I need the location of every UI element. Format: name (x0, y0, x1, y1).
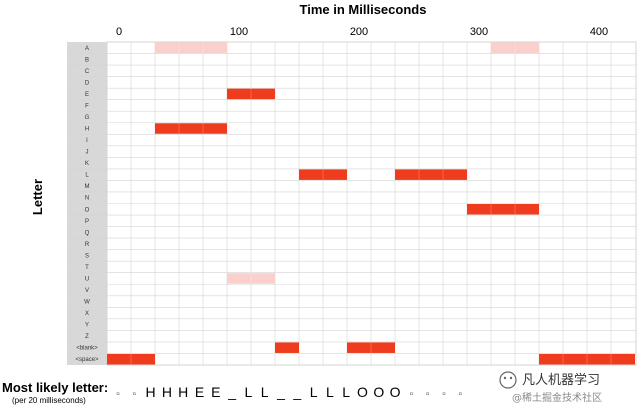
row-label: E (85, 92, 89, 98)
row-label: Z (85, 334, 89, 340)
heatmap-cell (227, 88, 275, 100)
heatmap-cell (299, 169, 347, 180)
row-label: Q (85, 230, 90, 236)
y-axis-label: Letter (30, 179, 45, 215)
sequence-letter: ▫ (426, 389, 430, 400)
row-label: Y (85, 323, 89, 329)
row-label: T (85, 265, 89, 271)
x-tick-label: 100 (230, 26, 248, 38)
sequence-letter: H (146, 384, 156, 400)
watermark-logo-dot (509, 376, 513, 380)
row-label: L (85, 173, 89, 179)
row-label: D (85, 80, 90, 86)
heatmap-cell (155, 123, 227, 134)
x-axis-ticks: 0 100 200 300 400 (116, 26, 608, 38)
heatmap-cell (227, 273, 275, 284)
row-label: N (85, 196, 89, 202)
sequence-letter: L (342, 384, 350, 400)
x-tick-label: 200 (350, 26, 368, 38)
heatmap-cell (275, 342, 299, 353)
watermark-logo-dot (503, 376, 507, 380)
heatmap-cells (107, 42, 635, 365)
row-label: G (85, 115, 90, 121)
sequence-letter: E (195, 384, 204, 400)
sequence-letter: ▫ (442, 389, 446, 400)
row-label: S (85, 253, 89, 259)
x-tick-label: 300 (470, 26, 488, 38)
sequence-letter: L (261, 384, 269, 400)
sequence-letter: H (178, 384, 188, 400)
most-likely-sublabel: (per 20 milliseconds) (12, 396, 86, 405)
heatmap-cell (107, 353, 155, 365)
row-label: <space> (75, 357, 99, 363)
sequence-letter: _ (292, 384, 301, 400)
watermark-logo-icon (499, 371, 517, 389)
sequence-letter: O (390, 384, 401, 400)
row-label: C (85, 69, 90, 75)
row-label: P (85, 219, 89, 225)
row-label: I (86, 138, 88, 144)
sequence-letter: ▫ (133, 389, 137, 400)
most-likely-label: Most likely letter: (2, 380, 108, 395)
sequence-letter: ▫ (410, 389, 414, 400)
row-label: H (85, 127, 89, 133)
heatmap-cell (467, 204, 539, 215)
watermark-text: 凡人机器学习 (522, 372, 600, 388)
x-tick-label: 0 (116, 26, 122, 38)
sequence-letter: O (373, 384, 384, 400)
sequence-letter: ▫ (116, 389, 120, 400)
row-label: W (84, 300, 90, 306)
row-label: V (85, 288, 89, 294)
row-label: R (85, 242, 90, 248)
heatmap-cell (155, 42, 227, 54)
watermark-subtext: @稀土掘金技术社区 (512, 391, 602, 404)
sequence-letter: H (162, 384, 172, 400)
grid-lines (67, 41, 637, 366)
row-label: X (85, 311, 89, 317)
sequence-letter: _ (227, 384, 236, 400)
row-label: A (85, 46, 89, 52)
row-label: F (85, 103, 89, 109)
sequence-letter: L (245, 384, 253, 400)
heatmap-cell (491, 42, 539, 54)
row-label: <blank> (76, 346, 98, 352)
sequence-letter: E (211, 384, 220, 400)
row-label: B (85, 57, 89, 63)
heatmap-cell (395, 169, 467, 180)
heatmap-cell (347, 342, 395, 353)
row-label: U (85, 276, 89, 282)
watermark: 凡人机器学习 @稀土掘金技术社区 (499, 371, 602, 404)
row-label: O (85, 207, 90, 213)
row-label: J (86, 150, 89, 156)
sequence-letter: L (310, 384, 318, 400)
chart-title: Time in Milliseconds (300, 2, 427, 17)
sequence-letter: _ (276, 384, 285, 400)
sequence-letter: L (326, 384, 334, 400)
sequence-letter: ▫ (459, 389, 463, 400)
x-tick-label: 400 (590, 26, 608, 38)
heatmap-cell (539, 353, 635, 365)
sequence-letter: O (357, 384, 368, 400)
most-likely-sequence: ▫ ▫ H H H E E _ L L _ _ L L L O O O ▫ ▫ ▫ ▫ (116, 384, 462, 400)
row-label: K (85, 161, 89, 167)
row-label: M (85, 184, 90, 190)
